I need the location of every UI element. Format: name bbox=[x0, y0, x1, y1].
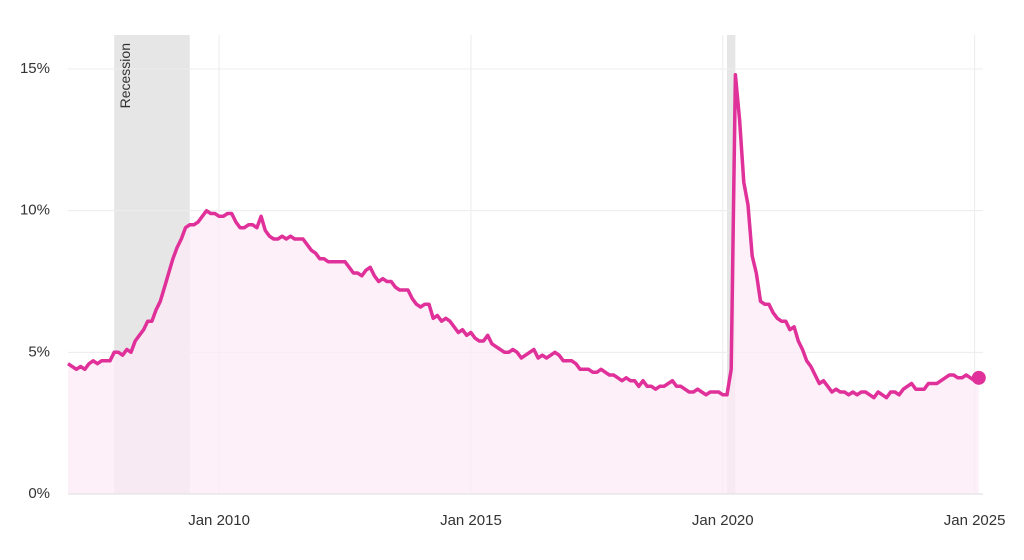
y-tick-label: 0% bbox=[28, 485, 50, 502]
line bbox=[67, 72, 980, 400]
y-tick-label: 5% bbox=[28, 343, 50, 360]
recession-label: Recession bbox=[117, 43, 133, 108]
x-tick-label: Jan 2020 bbox=[692, 512, 754, 529]
y-tick-label: 10% bbox=[20, 202, 50, 219]
x-tick-label: Jan 2015 bbox=[440, 512, 502, 529]
area bbox=[68, 74, 979, 494]
x-tick-label: Jan 2010 bbox=[188, 512, 250, 529]
end-dot bbox=[971, 370, 986, 385]
y-tick-label: 15% bbox=[20, 60, 50, 77]
x-tick-label: Jan 2025 bbox=[944, 512, 1006, 529]
